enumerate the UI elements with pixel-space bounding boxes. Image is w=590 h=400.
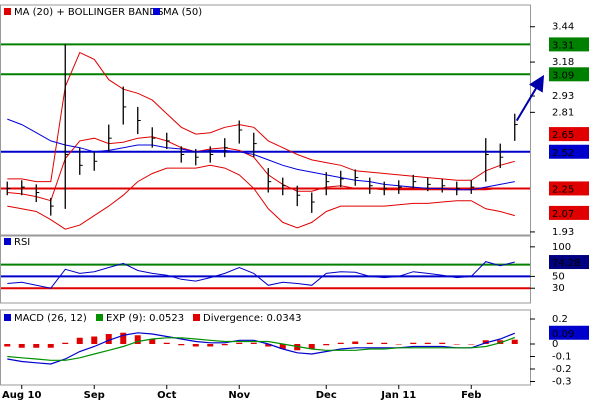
divergence-bar [149, 339, 156, 344]
divergence-bar [33, 344, 40, 348]
divergence-bar [511, 339, 518, 344]
y-tick-label: 2.93 [552, 91, 574, 102]
y-tick-label: 1.93 [552, 227, 574, 238]
divergence-bar [453, 344, 460, 345]
rsi-line [7, 261, 515, 289]
legend-swatch [4, 8, 11, 15]
ma-line [7, 136, 515, 202]
panel-frame [0, 4, 531, 237]
divergence-bar [134, 335, 141, 344]
legend-label: MA (50) [163, 7, 202, 18]
legend-swatch [193, 314, 200, 321]
divergence-bar [18, 344, 25, 348]
value-box-label: 2.65 [552, 130, 574, 141]
divergence-bar [207, 344, 214, 347]
y-tick-label: 3.18 [552, 57, 574, 68]
target-arrow [515, 74, 545, 122]
divergence-bar [47, 344, 54, 348]
legend-swatch [153, 8, 160, 15]
divergence-bar [294, 344, 301, 351]
x-tick-label: Sep [84, 390, 105, 400]
y-tick-label: 2.81 [552, 107, 574, 118]
divergence-bar [366, 342, 373, 344]
value-box-label: 3.31 [552, 40, 574, 51]
divergence-bar [265, 344, 272, 347]
panel-frame [0, 234, 531, 304]
y-tick-label: 0 [552, 339, 558, 350]
divergence-bar [439, 342, 446, 344]
divergence-bar [468, 344, 475, 345]
divergence-bar [250, 342, 257, 344]
divergence-bar [308, 344, 315, 349]
divergence-bar [178, 344, 185, 346]
divergence-bar [337, 342, 344, 344]
x-tick-label: Dec [316, 390, 337, 400]
value-box [549, 67, 589, 82]
value-box [549, 255, 589, 270]
divergence-bar [410, 342, 417, 344]
y-tick-label: 30 [552, 283, 565, 294]
value-box [549, 37, 589, 52]
value-box-label: 2.52 [552, 148, 574, 159]
y-tick-label: -0.1 [552, 352, 572, 363]
legend-label: RSI [14, 237, 30, 248]
macd-line [7, 332, 516, 365]
divergence-bar [192, 344, 199, 347]
macd-line [7, 336, 516, 361]
divergence-bar [424, 342, 431, 344]
x-tick-label: Feb [461, 390, 481, 400]
y-tick-label: 100 [552, 242, 571, 253]
y-tick-label: 50 [552, 271, 565, 282]
value-box [549, 325, 589, 340]
value-box-label: 3.09 [552, 70, 574, 81]
legend-label: MA (20) + BOLLINGER BANDS [14, 7, 163, 18]
upper-band [7, 51, 515, 183]
value-box [549, 127, 589, 142]
x-tick-label: Nov [228, 390, 250, 400]
x-tick-label: Jan 11 [380, 390, 416, 400]
divergence-bar [221, 344, 228, 346]
legend-swatch [4, 314, 11, 321]
divergence-bar [381, 342, 388, 344]
value-box [549, 144, 589, 159]
divergence-bar [105, 334, 112, 344]
divergence-bar [352, 341, 359, 344]
divergence-bar [323, 344, 330, 346]
x-tick-label: Aug 10 [2, 390, 41, 400]
divergence-bar [236, 342, 243, 344]
legend-swatch [96, 314, 103, 321]
legend-label: EXP (9): 0.0523 [106, 313, 184, 324]
x-tick-label: Oct [157, 390, 176, 400]
divergence-bar [163, 342, 170, 344]
value-box-label: 2.25 [552, 184, 574, 195]
legend-swatch [4, 238, 11, 245]
divergence-bar [91, 336, 98, 344]
value-box-label: 2.07 [552, 209, 574, 220]
legend-label: MACD (26, 12) [14, 313, 87, 324]
divergence-bar [76, 337, 83, 344]
divergence-bar [62, 342, 69, 344]
lower-band [7, 164, 515, 230]
y-tick-label: -0.2 [552, 364, 572, 375]
y-tick-label: -0.3 [552, 377, 572, 388]
legend-label: Divergence: 0.0343 [203, 313, 302, 324]
divergence-bar [4, 344, 11, 347]
ma-line [7, 118, 515, 191]
value-box [549, 181, 589, 196]
value-box-label: 74.28 [552, 258, 581, 269]
divergence-bar [482, 340, 489, 344]
divergence-bar [395, 344, 402, 345]
y-tick-label: 0.2 [552, 314, 568, 325]
value-box-label: 0.09 [552, 329, 574, 340]
divergence-bar [120, 332, 127, 344]
value-box [549, 205, 589, 220]
divergence-bar [497, 340, 504, 344]
divergence-bar [279, 344, 286, 349]
panel-frame [0, 309, 531, 386]
y-tick-label: 3.44 [552, 22, 574, 33]
